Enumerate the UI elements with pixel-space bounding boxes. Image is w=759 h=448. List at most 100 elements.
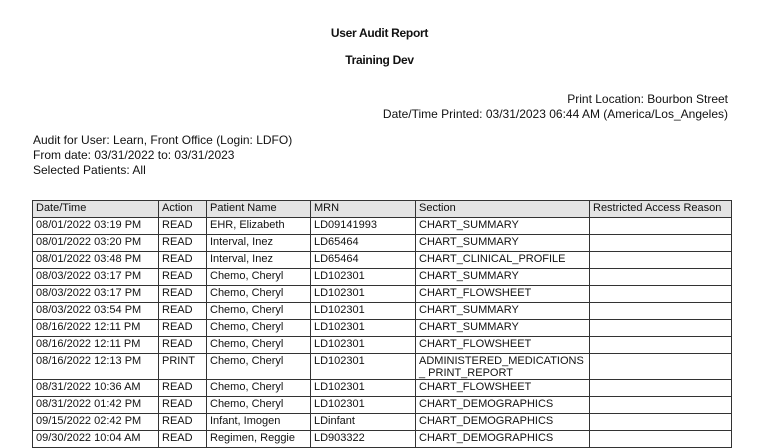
table-cell: CHART_DEMOGRAPHICS <box>415 396 590 414</box>
table-cell: READ <box>158 413 207 431</box>
table-row: 08/03/2022 03:54 PM READ Chemo, Cheryl LD10… <box>32 302 732 320</box>
table-cell: CHART_SUMMARY <box>415 302 590 320</box>
table-cell <box>589 268 732 286</box>
selected-patients: Selected Patients: All <box>33 163 146 177</box>
table-cell <box>589 319 732 337</box>
table-cell: PRINT <box>158 353 207 380</box>
table-cell: LD102301 <box>310 396 416 414</box>
table-cell <box>589 413 732 431</box>
table-cell: CHART_SUMMARY <box>415 217 590 235</box>
table-row: 09/15/2022 02:42 PM READ Infant, Imogen LDi… <box>32 413 732 431</box>
table-cell: Interval, Inez <box>206 251 311 269</box>
table-row: 08/31/2022 10:36 AM READ Chemo, Cheryl LD10… <box>32 379 732 397</box>
column-header: MRN <box>310 200 416 218</box>
table-cell <box>589 217 732 235</box>
table-cell: LD09141993 <box>310 217 416 235</box>
table-cell: LD102301 <box>310 285 416 303</box>
column-header: Patient Name <box>206 200 311 218</box>
table-cell: 08/03/2022 03:17 PM <box>32 268 159 286</box>
table-cell: 08/01/2022 03:19 PM <box>32 217 159 235</box>
table-cell: 08/16/2022 12:11 PM <box>32 336 159 354</box>
table-cell: Chemo, Cheryl <box>206 268 311 286</box>
table-cell: ADMINISTERED_MEDICATIONS_ PRINT_REPORT <box>415 353 590 380</box>
column-header: Action <box>158 200 207 218</box>
table-cell: CHART_FLOWSHEET <box>415 336 590 354</box>
table-row: 09/30/2022 10:04 AM READ Regimen, Reggie LD… <box>32 430 732 448</box>
table-cell: Chemo, Cheryl <box>206 302 311 320</box>
table-cell: READ <box>158 234 207 252</box>
table-cell: LD102301 <box>310 268 416 286</box>
table-cell: 08/03/2022 03:54 PM <box>32 302 159 320</box>
table-cell: LD102301 <box>310 353 416 380</box>
table-row: 08/03/2022 03:17 PM READ Chemo, Cheryl LD10… <box>32 285 732 303</box>
table-cell: 08/16/2022 12:11 PM <box>32 319 159 337</box>
table-cell: LD102301 <box>310 319 416 337</box>
table-cell: CHART_CLINICAL_PROFILE <box>415 251 590 269</box>
table-cell: Chemo, Cheryl <box>206 396 311 414</box>
table-cell: Chemo, Cheryl <box>206 336 311 354</box>
table-cell: READ <box>158 251 207 269</box>
table-cell <box>589 302 732 320</box>
table-row: 08/16/2022 12:11 PM READ Chemo, Cheryl LD10… <box>32 319 732 337</box>
table-cell: 08/01/2022 03:48 PM <box>32 251 159 269</box>
table-cell: CHART_FLOWSHEET <box>415 285 590 303</box>
table-cell: READ <box>158 319 207 337</box>
table-cell: READ <box>158 268 207 286</box>
table-cell: READ <box>158 285 207 303</box>
table-cell: 08/16/2022 12:13 PM <box>32 353 159 380</box>
column-header: Date/Time <box>32 200 159 218</box>
table-cell: 08/03/2022 03:17 PM <box>32 285 159 303</box>
table-cell: CHART_SUMMARY <box>415 319 590 337</box>
column-header: Restricted Access Reason <box>589 200 732 218</box>
table-row: 08/31/2022 01:42 PM READ Chemo, Cheryl LD10… <box>32 396 732 414</box>
table-row: 08/01/2022 03:20 PM READ Interval, Inez LD6… <box>32 234 732 252</box>
table-cell: Chemo, Cheryl <box>206 285 311 303</box>
table-cell: READ <box>158 396 207 414</box>
table-cell: Interval, Inez <box>206 234 311 252</box>
report-subtitle: Training Dev <box>345 53 414 67</box>
date-printed: Date/Time Printed: 03/31/2023 06:44 AM (… <box>382 107 728 121</box>
table-cell: EHR, Elizabeth <box>206 217 311 235</box>
table-cell: 08/31/2022 01:42 PM <box>32 396 159 414</box>
table-cell <box>589 379 732 397</box>
print-location: Print Location: Bourbon Street <box>567 92 728 106</box>
table-cell: LD102301 <box>310 379 416 397</box>
audit-user: Audit for User: Learn, Front Office (Log… <box>33 133 293 147</box>
table-cell: CHART_DEMOGRAPHICS <box>415 413 590 431</box>
table-cell: LDinfant <box>310 413 416 431</box>
table-cell: CHART_FLOWSHEET <box>415 379 590 397</box>
table-cell: Chemo, Cheryl <box>206 379 311 397</box>
table-cell: LD102301 <box>310 336 416 354</box>
table-cell: READ <box>158 217 207 235</box>
table-header-row: Date/Time Action Patient Name MRN Section Res… <box>32 200 732 218</box>
table-row: 08/16/2022 12:13 PM PRINT Chemo, Cheryl LD1… <box>32 353 732 380</box>
table-cell: READ <box>158 302 207 320</box>
table-cell: 09/15/2022 02:42 PM <box>32 413 159 431</box>
table-cell: CHART_DEMOGRAPHICS <box>415 430 590 448</box>
table-row: 08/01/2022 03:19 PM READ EHR, Elizabeth LD0… <box>32 217 732 235</box>
table-cell: LD102301 <box>310 302 416 320</box>
table-cell <box>589 336 732 354</box>
table-cell: CHART_SUMMARY <box>415 234 590 252</box>
table-cell <box>589 251 732 269</box>
table-cell: Chemo, Cheryl <box>206 319 311 337</box>
table-cell: LD65464 <box>310 251 416 269</box>
table-cell: Infant, Imogen <box>206 413 311 431</box>
table-row: 08/03/2022 03:17 PM READ Chemo, Cheryl LD10… <box>32 268 732 286</box>
table-cell <box>589 285 732 303</box>
report-title: User Audit Report <box>330 26 429 40</box>
table-cell: 08/01/2022 03:20 PM <box>32 234 159 252</box>
audit-table: Date/Time Action Patient Name MRN Section Res… <box>32 200 732 448</box>
date-range: From date: 03/31/2022 to: 03/31/2023 <box>33 148 235 162</box>
table-cell: 08/31/2022 10:36 AM <box>32 379 159 397</box>
table-row: 08/16/2022 12:11 PM READ Chemo, Cheryl LD10… <box>32 336 732 354</box>
table-cell: Chemo, Cheryl <box>206 353 311 380</box>
table-cell <box>589 353 732 380</box>
table-cell <box>589 234 732 252</box>
table-cell: LD65464 <box>310 234 416 252</box>
column-header: Section <box>415 200 590 218</box>
table-cell: CHART_SUMMARY <box>415 268 590 286</box>
table-cell <box>589 396 732 414</box>
table-row: 08/01/2022 03:48 PM READ Interval, Inez LD6… <box>32 251 732 269</box>
table-cell: READ <box>158 379 207 397</box>
